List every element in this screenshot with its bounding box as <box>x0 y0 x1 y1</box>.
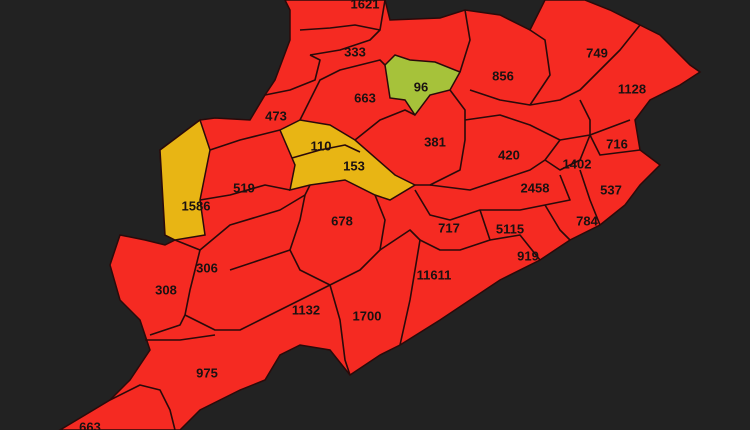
district-label: 519 <box>233 180 255 195</box>
district-label: 717 <box>438 220 460 235</box>
district-label: 784 <box>576 213 598 228</box>
district-region-1586 <box>159 118 211 241</box>
district-label: 663 <box>354 90 376 105</box>
district-label: 96 <box>414 79 428 94</box>
district-label: 381 <box>424 134 446 149</box>
state-outline <box>58 0 702 430</box>
district-label: 663 <box>79 419 101 430</box>
district-label: 1128 <box>618 81 646 96</box>
district-label: 1700 <box>353 308 382 323</box>
district-label: 333 <box>344 44 366 59</box>
district-label: 11611 <box>417 267 452 282</box>
district-label: 110 <box>311 138 332 153</box>
district-label: 1621 <box>351 0 380 11</box>
district-labels: 1621 333 96 663 856 749 1128 473 110 153 381 420 140… <box>79 0 646 430</box>
district-label: 856 <box>492 68 514 83</box>
district-label: 306 <box>196 260 218 275</box>
district-label: 473 <box>265 108 287 123</box>
district-border <box>291 144 361 159</box>
district-label: 919 <box>517 248 539 263</box>
district-label: 153 <box>343 158 365 173</box>
district-label: 749 <box>586 45 608 60</box>
district-label: 420 <box>498 147 520 162</box>
district-label: 537 <box>600 182 622 197</box>
district-label: 5115 <box>496 221 524 236</box>
district-label: 308 <box>155 282 177 297</box>
district-label: 678 <box>331 213 353 228</box>
district-label: 1132 <box>292 302 320 317</box>
district-label: 2458 <box>521 180 550 195</box>
district-label: 716 <box>606 136 628 151</box>
district-borders <box>109 0 641 430</box>
district-label: 975 <box>196 365 218 380</box>
district-label: 1586 <box>182 198 211 213</box>
district-label: 1402 <box>563 156 592 171</box>
